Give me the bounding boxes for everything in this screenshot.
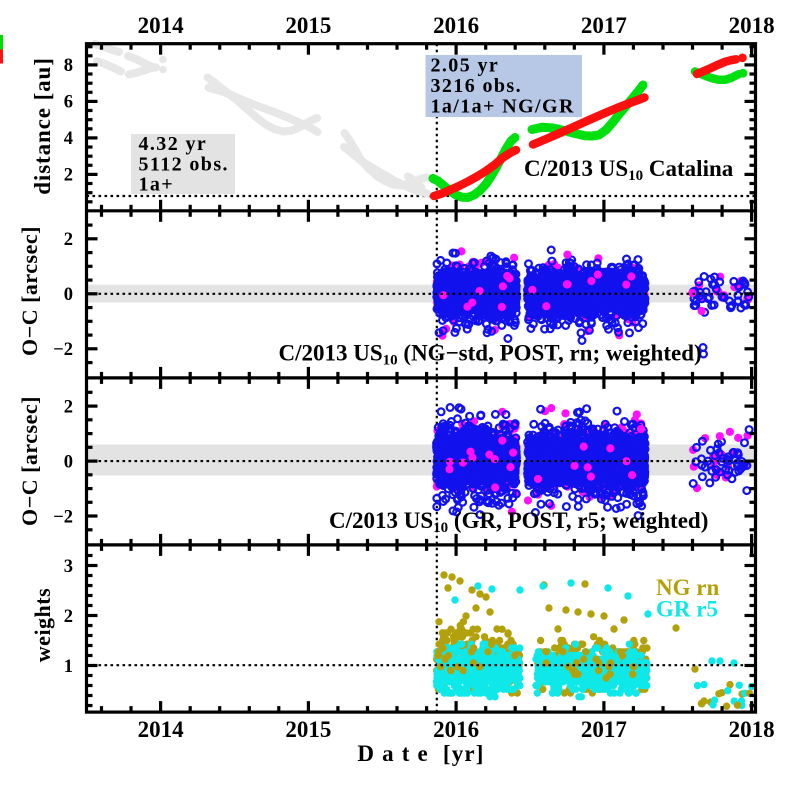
svg-text:C/2013 US10 (NG−std, POST, rn;: C/2013 US10 (NG−std, POST, rn; weighted) [279, 341, 702, 369]
svg-text:−2: −2 [53, 340, 73, 360]
svg-text:0: 0 [64, 285, 73, 305]
svg-text:GR r5: GR r5 [656, 597, 718, 622]
svg-text:4: 4 [64, 129, 73, 149]
svg-text:2015: 2015 [285, 717, 331, 742]
svg-text:distance [au]: distance [au] [30, 57, 55, 195]
svg-text:4.32 yr: 4.32 yr [139, 133, 208, 155]
svg-text:2018: 2018 [729, 13, 775, 38]
svg-text:3: 3 [64, 557, 73, 577]
svg-text:3216 obs.: 3216 obs. [431, 75, 523, 97]
svg-text:2: 2 [64, 397, 73, 417]
svg-text:2014: 2014 [138, 717, 185, 742]
svg-text:2: 2 [64, 230, 73, 250]
svg-text:O−C [arcsec]: O−C [arcsec] [17, 396, 42, 526]
svg-text:−2: −2 [53, 507, 73, 527]
svg-text:1a/1a+ NG/GR: 1a/1a+ NG/GR [431, 95, 575, 117]
svg-text:2016: 2016 [433, 717, 479, 742]
svg-text:2014: 2014 [138, 13, 185, 38]
svg-text:2015: 2015 [285, 13, 331, 38]
svg-text:8: 8 [64, 56, 73, 76]
svg-text:2016: 2016 [433, 13, 479, 38]
svg-text:0: 0 [64, 452, 73, 472]
svg-text:2017: 2017 [581, 13, 627, 38]
svg-text:D a t e [yr]: D a t e [yr] [357, 741, 484, 766]
svg-text:2: 2 [64, 166, 73, 186]
svg-text:O−C [arcsec]: O−C [arcsec] [17, 226, 42, 356]
svg-text:2018: 2018 [729, 717, 775, 742]
svg-text:2017: 2017 [581, 717, 627, 742]
svg-text:2: 2 [64, 607, 73, 627]
svg-text:C/2013 US10 (GR, POST, r5; wei: C/2013 US10 (GR, POST, r5; weighted) [329, 508, 708, 536]
svg-text:weights: weights [30, 588, 55, 662]
svg-text:2.05 yr: 2.05 yr [431, 55, 500, 77]
svg-text:1a+: 1a+ [139, 174, 175, 196]
svg-text:1: 1 [64, 657, 73, 677]
svg-text:6: 6 [64, 93, 73, 113]
svg-text:5112 obs.: 5112 obs. [139, 153, 229, 175]
